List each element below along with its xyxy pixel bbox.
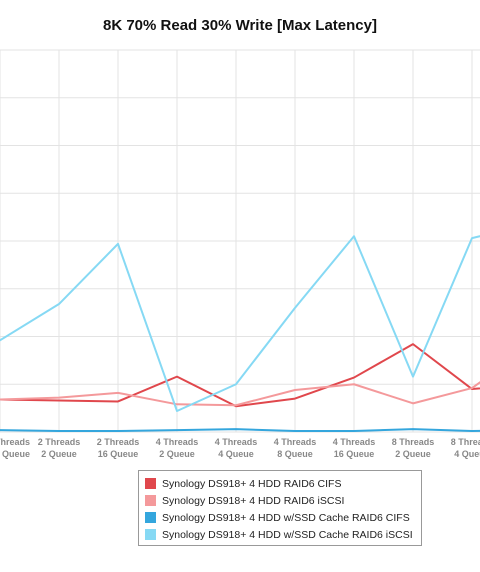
legend-swatch-ssd-iscsi bbox=[145, 529, 156, 540]
x-tick-label: 2 Queue bbox=[395, 449, 431, 459]
legend-swatch-hdd-iscsi bbox=[145, 495, 156, 506]
x-tick-label: 4 Threads bbox=[156, 437, 199, 447]
line-chart: Threads Queue 2 Threads 2 Queue 2 Threads 16 … bbox=[0, 49, 480, 459]
legend-label-ssd-cifs: Synology DS918+ 4 HDD w/SSD Cache RAID6 … bbox=[162, 511, 410, 524]
legend-label-ssd-iscsi: Synology DS918+ 4 HDD w/SSD Cache RAID6 … bbox=[162, 528, 413, 541]
series-line-2 bbox=[0, 428, 480, 433]
x-tick-label: Threads bbox=[0, 437, 30, 447]
x-tick-label: 8 Threads bbox=[451, 437, 480, 447]
x-tick-label: 4 Threads bbox=[274, 437, 317, 447]
x-tick-label: 16 Queue bbox=[334, 449, 375, 459]
x-tick-label: 2 Queue bbox=[41, 449, 77, 459]
series-line-1 bbox=[0, 381, 480, 407]
x-tick-label: 4 Queue bbox=[454, 449, 480, 459]
legend-label-hdd-iscsi: Synology DS918+ 4 HDD RAID6 iSCSI bbox=[162, 494, 345, 507]
x-tick-label: Queue bbox=[2, 449, 30, 459]
legend-item-hdd-cifs: Synology DS918+ 4 HDD RAID6 CIFS bbox=[145, 475, 421, 492]
x-tick-label: 8 Queue bbox=[277, 449, 313, 459]
x-tick-label: 4 Threads bbox=[333, 437, 376, 447]
legend-item-ssd-cifs: Synology DS918+ 4 HDD w/SSD Cache RAID6 … bbox=[145, 509, 421, 526]
x-tick-label: 8 Threads bbox=[392, 437, 435, 447]
x-tick-label: 2 Threads bbox=[97, 437, 140, 447]
chart-title: 8K 70% Read 30% Write [Max Latency] bbox=[103, 17, 377, 34]
legend-item-ssd-iscsi: Synology DS918+ 4 HDD w/SSD Cache RAID6 … bbox=[145, 526, 421, 543]
legend-label-hdd-cifs: Synology DS918+ 4 HDD RAID6 CIFS bbox=[162, 477, 342, 490]
x-tick-label: 2 Threads bbox=[38, 437, 81, 447]
x-tick-label: 4 Queue bbox=[218, 449, 254, 459]
x-tick-label: 16 Queue bbox=[98, 449, 139, 459]
chart-legend: Synology DS918+ 4 HDD RAID6 CIFS Synolog… bbox=[138, 470, 422, 546]
legend-item-hdd-iscsi: Synology DS918+ 4 HDD RAID6 iSCSI bbox=[145, 492, 421, 509]
legend-swatch-ssd-cifs bbox=[145, 512, 156, 523]
x-tick-label: 4 Threads bbox=[215, 437, 258, 447]
series-line-3 bbox=[0, 235, 480, 412]
legend-swatch-hdd-cifs bbox=[145, 478, 156, 489]
x-tick-label: 2 Queue bbox=[159, 449, 195, 459]
